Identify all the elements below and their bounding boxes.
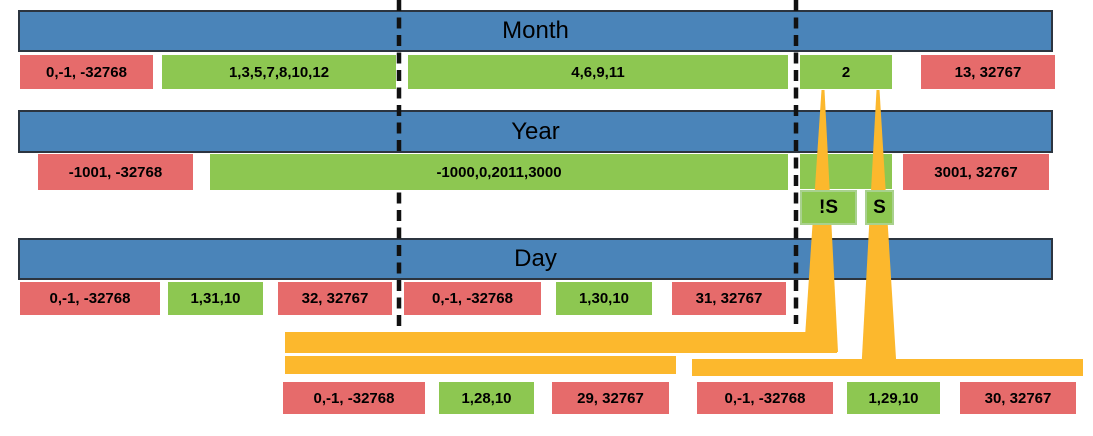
month-partition-31day-months: 1,3,5,7,8,10,12: [162, 55, 396, 89]
leap-group-bar: [692, 359, 1083, 376]
year-partition-valid-february-segment: [800, 154, 892, 189]
day-partition-invalid-low-31: 0,-1, -32768: [20, 282, 160, 315]
day-bar: Day: [18, 238, 1053, 280]
day-partition-invalid-low-30: 0,-1, -32768: [404, 282, 541, 315]
feb-leap-invalid-low: 0,-1, -32768: [697, 382, 833, 414]
year-partition-invalid-low: -1001, -32768: [38, 154, 193, 190]
year-partition-valid: -1000,0,2011,3000: [210, 154, 788, 190]
month-partition-invalid-high: 13, 32767: [921, 55, 1055, 89]
year-partition-invalid-high: 3001, 32767: [903, 154, 1049, 190]
year-bar: Year: [18, 110, 1053, 153]
feb-nonleap-invalid-high: 29, 32767: [552, 382, 669, 414]
nonleap-connector-bar: [285, 332, 837, 353]
month-partition-february: 2: [800, 55, 892, 89]
not-leap-year-box: !S: [800, 190, 857, 225]
leap-year-box: S: [865, 190, 894, 225]
nonleap-group-bar: [285, 356, 676, 374]
month-bar-label: Month: [502, 17, 569, 44]
day-partition-valid-31: 1,31,10: [168, 282, 263, 315]
feb-leap-valid: 1,29,10: [847, 382, 940, 414]
day-partition-valid-30: 1,30,10: [556, 282, 652, 315]
month-partition-30day-months: 4,6,9,11: [408, 55, 788, 89]
day-partition-invalid-high-30: 31, 32767: [672, 282, 786, 315]
day-bar-label: Day: [514, 245, 557, 272]
year-bar-label: Year: [511, 117, 560, 145]
month-bar: Month: [18, 10, 1053, 52]
feb-nonleap-valid: 1,28,10: [439, 382, 534, 414]
feb-leap-invalid-high: 30, 32767: [960, 382, 1076, 414]
feb-nonleap-invalid-low: 0,-1, -32768: [283, 382, 425, 414]
month-partition-invalid-low: 0,-1, -32768: [20, 55, 153, 89]
day-partition-invalid-high-31: 32, 32767: [278, 282, 392, 315]
